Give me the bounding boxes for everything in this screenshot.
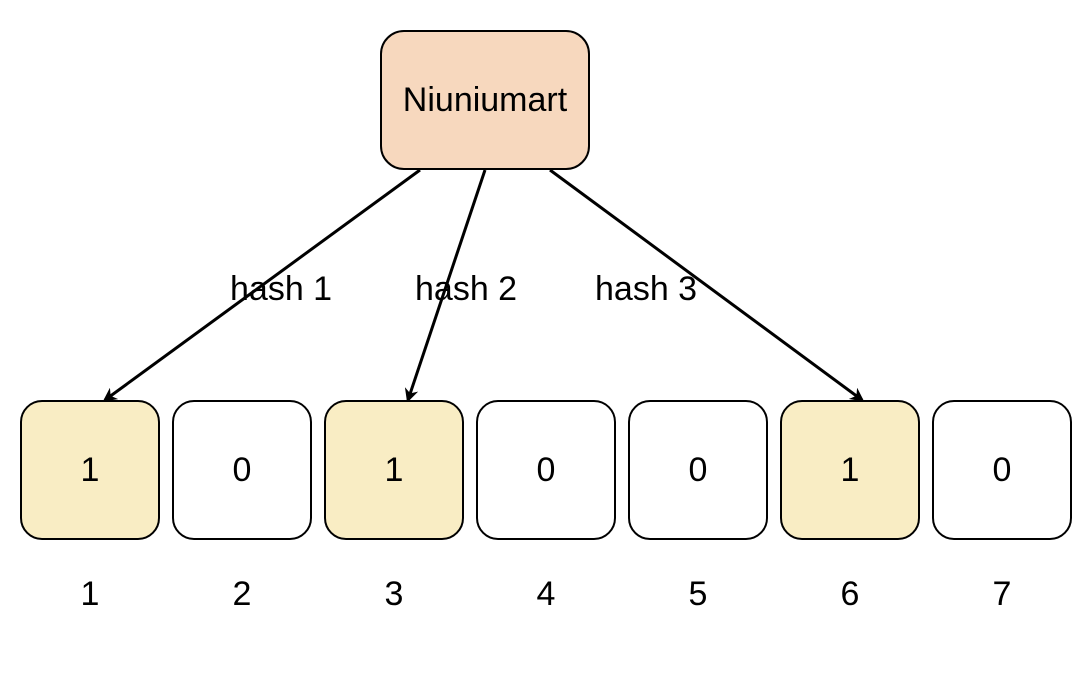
bit-cell: 0	[932, 400, 1072, 540]
bit-cell: 0	[628, 400, 768, 540]
bit-cell: 1	[20, 400, 160, 540]
bit-cell-value: 0	[993, 451, 1012, 490]
bit-cell-value: 0	[233, 451, 252, 490]
bloom-filter-diagram: Niuniumart hash 1 hash 2 hash 3 1 1 0 2 1 3 0 4…	[0, 0, 1080, 677]
bit-cell-value: 1	[81, 451, 100, 490]
bit-cell-index: 6	[841, 575, 860, 614]
bit-cell-index: 2	[233, 575, 252, 614]
bit-cell: 1	[324, 400, 464, 540]
bit-cell: 0	[172, 400, 312, 540]
edge-label-hash3: hash 3	[595, 270, 697, 309]
bit-cell-value: 1	[841, 451, 860, 490]
edge-label-hash1: hash 1	[230, 270, 332, 309]
bit-cell-index: 7	[993, 575, 1012, 614]
edge-label-hash2: hash 2	[415, 270, 517, 309]
root-node: Niuniumart	[380, 30, 590, 170]
root-node-label: Niuniumart	[403, 81, 567, 120]
bit-cell: 1	[780, 400, 920, 540]
bit-cell-index: 3	[385, 575, 404, 614]
bit-cell-value: 0	[689, 451, 708, 490]
bit-cell-index: 1	[81, 575, 100, 614]
bit-cell-index: 5	[689, 575, 708, 614]
bit-cell-value: 1	[385, 451, 404, 490]
bit-cell-index: 4	[537, 575, 556, 614]
bit-cell-value: 0	[537, 451, 556, 490]
bit-cell: 0	[476, 400, 616, 540]
